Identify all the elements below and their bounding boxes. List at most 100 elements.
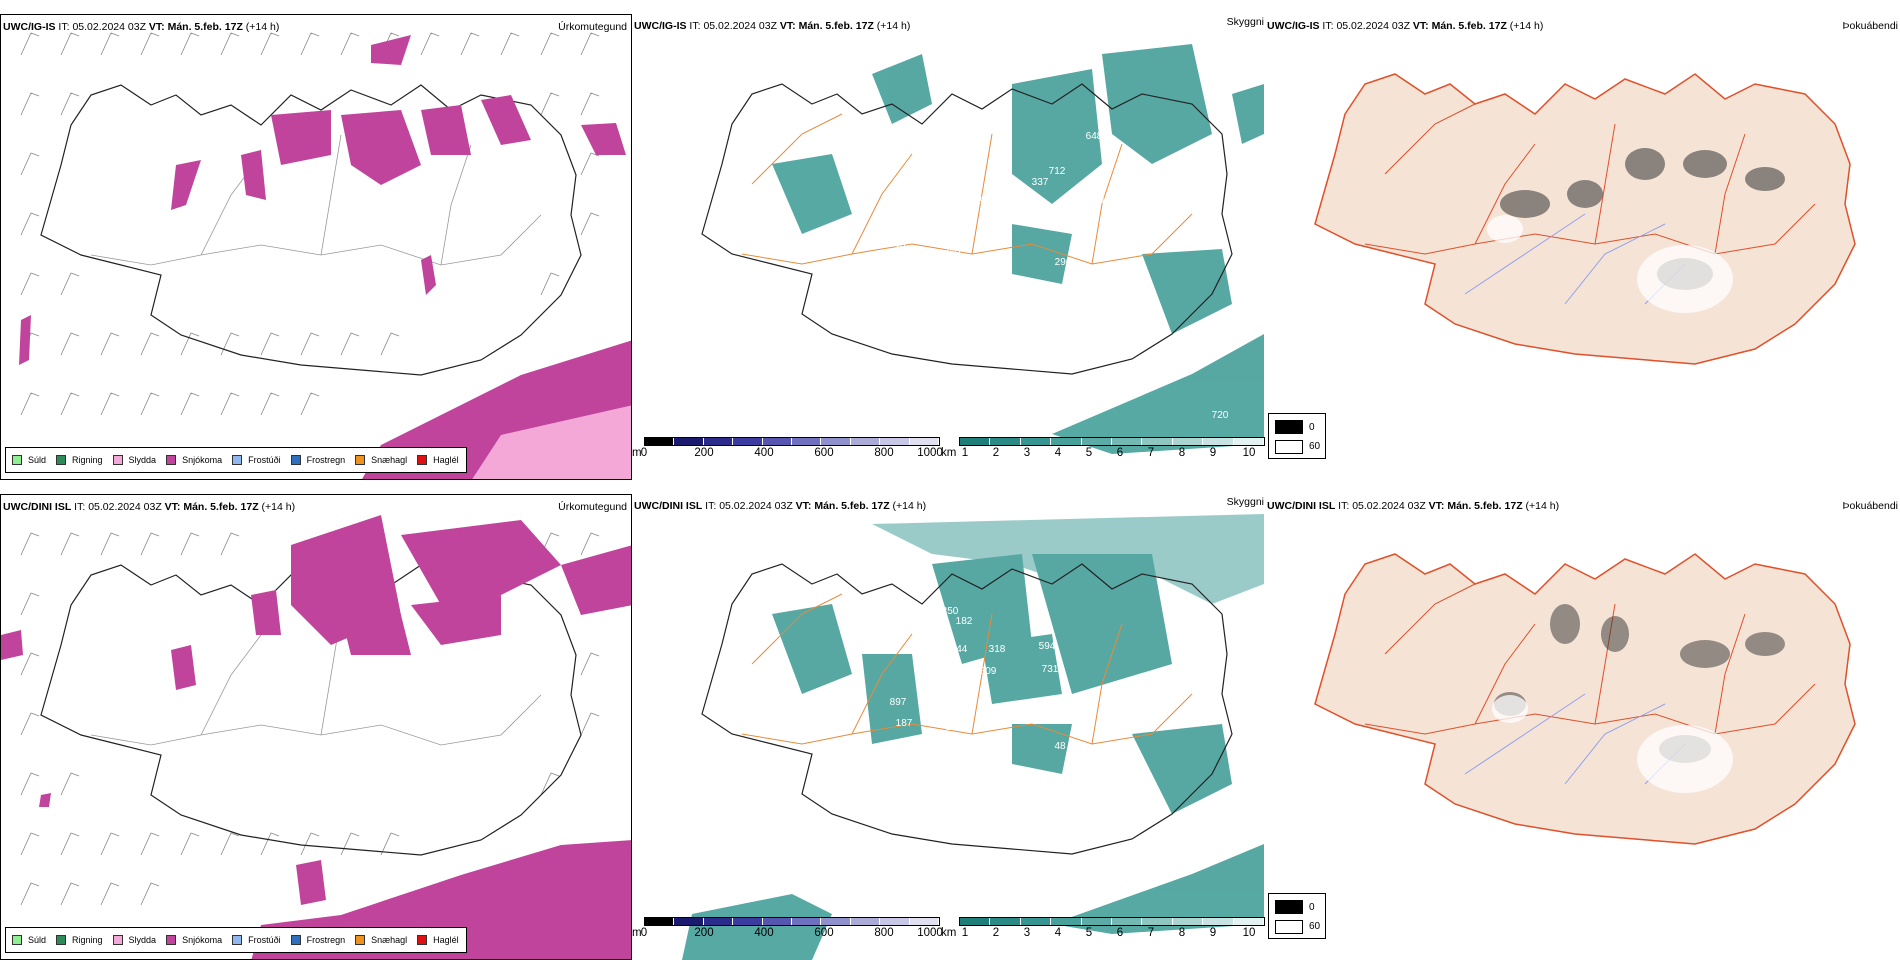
- visibility-map: 350 182 244 318 594 731 809 897 187 278 …: [682, 514, 1264, 960]
- tick-label: 6: [1116, 927, 1124, 939]
- tick-label: 800: [874, 447, 894, 459]
- legend-item: Rigning: [56, 455, 103, 465]
- tick-label: 1: [961, 447, 969, 459]
- tick-label: 0: [640, 447, 648, 459]
- tick-label: 800: [874, 927, 894, 939]
- fog-map: [1314, 553, 1856, 845]
- vis-label: 467: [1062, 336, 1079, 347]
- vis-label: 226: [968, 152, 985, 163]
- vis-label: 30: [894, 242, 906, 253]
- fog-roads: [1364, 583, 1816, 735]
- precip-panel-top: UWC/IG-IS IT: 05.02.2024 03Z VT: Mán. 5.…: [0, 14, 632, 480]
- panel-header: UWC/IG-IS IT: 05.02.2024 03Z VT: Mán. 5.…: [634, 20, 911, 32]
- legend-item: Rigning: [56, 935, 103, 945]
- vis-label: 263: [950, 176, 967, 187]
- vis-label: 766: [1098, 276, 1115, 287]
- precip-legend: Súld Rigning Slydda Snjókoma Frostúði Fr…: [5, 447, 467, 473]
- tick-label: 4: [1054, 447, 1062, 459]
- panel-header: UWC/DINI ISL IT: 05.02.2024 03Z VT: Mán.…: [1267, 500, 1560, 512]
- vis-label: 244: [951, 644, 968, 655]
- panel-title: Þokuábendi: [1842, 20, 1898, 32]
- vis-label: 318: [989, 644, 1006, 655]
- visibility-panel-top: UWC/IG-IS IT: 05.02.2024 03Z VT: Mán. 5.…: [632, 14, 1264, 480]
- legend-item: Snjókoma: [166, 455, 222, 465]
- tick-label: 7: [1147, 927, 1155, 939]
- tick-label: 6: [1116, 447, 1124, 459]
- snow-areas: [1, 515, 631, 959]
- tick-label: 2: [992, 927, 1000, 939]
- vis-label: 337: [1032, 177, 1049, 188]
- vis-label: 897: [890, 697, 907, 708]
- precip-map: [19, 32, 631, 479]
- tick-label: 600: [814, 447, 834, 459]
- vis-label: 973: [1024, 712, 1041, 723]
- legend-item: Frostregn: [290, 455, 345, 465]
- unit-label: m: [632, 927, 642, 939]
- visibility-panel-bottom: UWC/DINI ISL IT: 05.02.2024 03Z VT: Mán.…: [632, 494, 1264, 960]
- wind-barbs: [20, 532, 600, 906]
- unit-label: km: [941, 447, 957, 459]
- vis-label: 594: [1039, 641, 1056, 652]
- glaciers: [1487, 215, 1733, 313]
- sleet-area: [472, 405, 631, 479]
- vis-label: 319: [969, 196, 986, 207]
- vis-label: 52: [989, 164, 1001, 175]
- legend-item: Súld: [12, 455, 46, 465]
- tick-label: 400: [754, 447, 774, 459]
- glaciers: [1492, 695, 1733, 793]
- unit-label: m: [632, 447, 642, 459]
- iceland-outline: [701, 83, 1233, 375]
- iceland-land: [1314, 73, 1856, 365]
- vis-label: 278: [946, 722, 963, 733]
- panel-header: UWC/DINI ISL IT: 05.02.2024 03Z VT: Mán.…: [3, 501, 296, 513]
- visibility-labels: 350 182 244 318 594 731 809 897 187 278 …: [890, 606, 1131, 753]
- tick-label: 3: [1023, 447, 1031, 459]
- iceland-land: [1314, 553, 1856, 845]
- vis-label: 13: [888, 218, 900, 229]
- wind-barbs: [20, 32, 600, 416]
- panel-title: Úrkomutegund: [558, 501, 627, 513]
- tick-label: 9: [1209, 927, 1217, 939]
- fog-roads: [1364, 103, 1816, 255]
- vis-label: 182: [956, 616, 973, 627]
- panel-title: Skyggni: [1226, 16, 1264, 28]
- legend-item: Slydda: [112, 935, 156, 945]
- panel-header: UWC/IG-IS IT: 05.02.2024 03Z VT: Mán. 5.…: [1267, 20, 1544, 32]
- tick-label: 10: [1242, 447, 1256, 459]
- fog-panel-top: UWC/IG-IS IT: 05.02.2024 03Z VT: Mán. 5.…: [1265, 14, 1900, 480]
- vis-label: 350: [942, 606, 959, 617]
- tick-label: 8: [1178, 447, 1186, 459]
- tick-label: 0: [640, 927, 648, 939]
- vis-label: 809: [980, 666, 997, 677]
- vis-label: 438: [1114, 261, 1131, 272]
- tick-label: 10: [1242, 927, 1256, 939]
- snow-areas: [19, 35, 631, 479]
- precip-map: [1, 515, 631, 959]
- vis-label: 48: [1054, 741, 1066, 752]
- fog-legend-bottom: 0 60: [1268, 893, 1326, 939]
- legend-item: Frostúði: [232, 935, 281, 945]
- fog-panel-bottom: UWC/DINI ISL IT: 05.02.2024 03Z VT: Mán.…: [1265, 494, 1900, 960]
- vis-label: 720: [1212, 410, 1229, 421]
- panel-header: UWC/IG-IS IT: 05.02.2024 03Z VT: Mán. 5.…: [3, 21, 280, 33]
- precip-legend: Súld Rigning Slydda Snjókoma Frostúði Fr…: [5, 927, 467, 953]
- precip-panel-bottom: UWC/DINI ISL IT: 05.02.2024 03Z VT: Mán.…: [0, 494, 632, 960]
- iceland-outline: [40, 564, 582, 856]
- vis-label: 648: [1086, 131, 1103, 142]
- visibility-map: 182 226 52 263 319 337 712 648 740 346 1…: [701, 44, 1264, 454]
- legend-item: Frostúði: [232, 455, 281, 465]
- tick-label: 3: [1023, 927, 1031, 939]
- panel-title: Skyggni: [1226, 496, 1264, 508]
- tick-label: 1: [961, 927, 969, 939]
- panel-title: Úrkomutegund: [558, 21, 627, 33]
- vis-label: 731: [1042, 664, 1059, 675]
- panel-header: UWC/DINI ISL IT: 05.02.2024 03Z VT: Mán.…: [634, 500, 927, 512]
- tick-label: 5: [1085, 447, 1093, 459]
- tick-label: 200: [694, 927, 714, 939]
- iceland-outline: [701, 563, 1233, 855]
- tick-label: 400: [754, 927, 774, 939]
- legend-item: Frostregn: [290, 935, 345, 945]
- legend-item: Snæhagl: [355, 935, 407, 945]
- legend-item: Snæhagl: [355, 455, 407, 465]
- visibility-fill: [772, 44, 1264, 454]
